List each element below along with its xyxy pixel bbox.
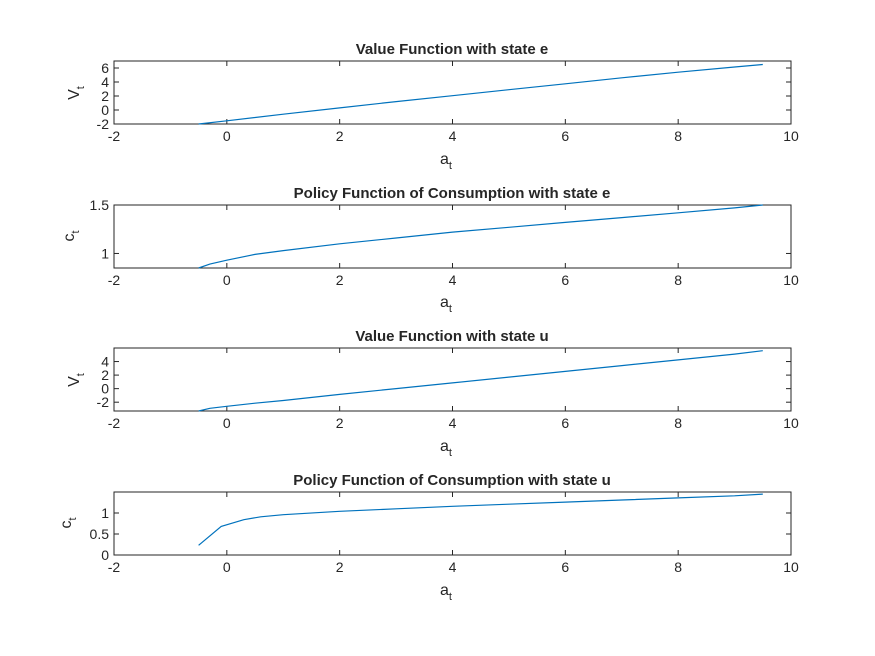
y-tick-label: 1 [101, 505, 109, 521]
x-tick-label: 6 [561, 128, 569, 144]
x-tick-label: 0 [223, 415, 231, 431]
x-tick-label: 0 [223, 128, 231, 144]
x-tick-label: 4 [449, 415, 457, 431]
x-tick-label: 10 [783, 559, 799, 575]
x-tick-label: -2 [108, 128, 121, 144]
x-tick-label: 0 [223, 272, 231, 288]
y-tick-label: 4 [101, 74, 109, 90]
x-axis-label: at [440, 438, 452, 459]
series-line [198, 493, 763, 546]
x-tick-label: 6 [561, 559, 569, 575]
x-tick-label: 8 [674, 559, 682, 575]
y-tick-label: 0 [101, 547, 109, 563]
y-tick-label: 0.5 [90, 526, 110, 542]
x-tick-label: 0 [223, 559, 231, 575]
plot-area [113, 60, 792, 125]
x-tick-label: 8 [674, 272, 682, 288]
x-axis-label: at [440, 151, 452, 172]
x-tick-label: 10 [783, 128, 799, 144]
x-tick-label: 4 [449, 128, 457, 144]
y-axis-label: ct [58, 517, 79, 528]
x-tick-label: 10 [783, 272, 799, 288]
subplot-title: Value Function with state u [355, 328, 548, 345]
y-tick-label: 1 [101, 245, 109, 261]
y-tick-label: -2 [97, 394, 110, 410]
series-line [198, 350, 763, 412]
y-axis-label: Vt [66, 86, 87, 100]
plot-marks: -2 0 2 4 6 8 10 1 1.5 [90, 197, 799, 288]
subplot-value-e: Value Function with state e -2 0 2 4 6 8 10-20… [66, 41, 799, 172]
x-tick-label: 2 [336, 272, 344, 288]
x-axis-label: at [440, 294, 452, 315]
subplot-title: Policy Function of Consumption with stat… [293, 472, 611, 489]
subplot-value-u: Value Function with state u -2 0 2 4 6 8 10-20… [66, 328, 799, 459]
y-axis-label: Vt [66, 373, 87, 387]
subplot-policy-u: Policy Function of Consumption with stat… [58, 472, 799, 603]
subplot-title: Policy Function of Consumption with stat… [294, 185, 611, 202]
y-tick-label: 0 [101, 102, 109, 118]
y-tick-label: 4 [101, 354, 109, 370]
x-tick-label: 6 [561, 272, 569, 288]
y-tick-label: 2 [101, 88, 109, 104]
subplot-title: Value Function with state e [356, 41, 549, 58]
x-tick-label: -2 [108, 415, 121, 431]
x-tick-label: -2 [108, 272, 121, 288]
series-line [198, 63, 763, 125]
y-tick-label: 2 [101, 367, 109, 383]
x-tick-label: 2 [336, 415, 344, 431]
x-tick-label: 4 [449, 272, 457, 288]
plot-area [113, 347, 792, 412]
y-tick-label: 1.5 [90, 197, 110, 213]
y-axis-label: ct [61, 230, 82, 241]
x-tick-label: 8 [674, 415, 682, 431]
x-tick-label: -2 [108, 559, 121, 575]
x-tick-label: 6 [561, 415, 569, 431]
y-tick-label: -2 [97, 116, 110, 132]
x-tick-label: 8 [674, 128, 682, 144]
plot-area [113, 204, 792, 269]
x-tick-label: 4 [449, 559, 457, 575]
y-tick-label: 0 [101, 381, 109, 397]
x-axis-label: at [440, 582, 452, 603]
x-tick-label: 2 [336, 128, 344, 144]
y-tick-label: 6 [101, 60, 109, 76]
plot-area [113, 491, 792, 556]
series-line [198, 204, 763, 269]
x-tick-label: 2 [336, 559, 344, 575]
subplot-policy-e: Policy Function of Consumption with stat… [61, 185, 799, 315]
x-tick-label: 10 [783, 415, 799, 431]
